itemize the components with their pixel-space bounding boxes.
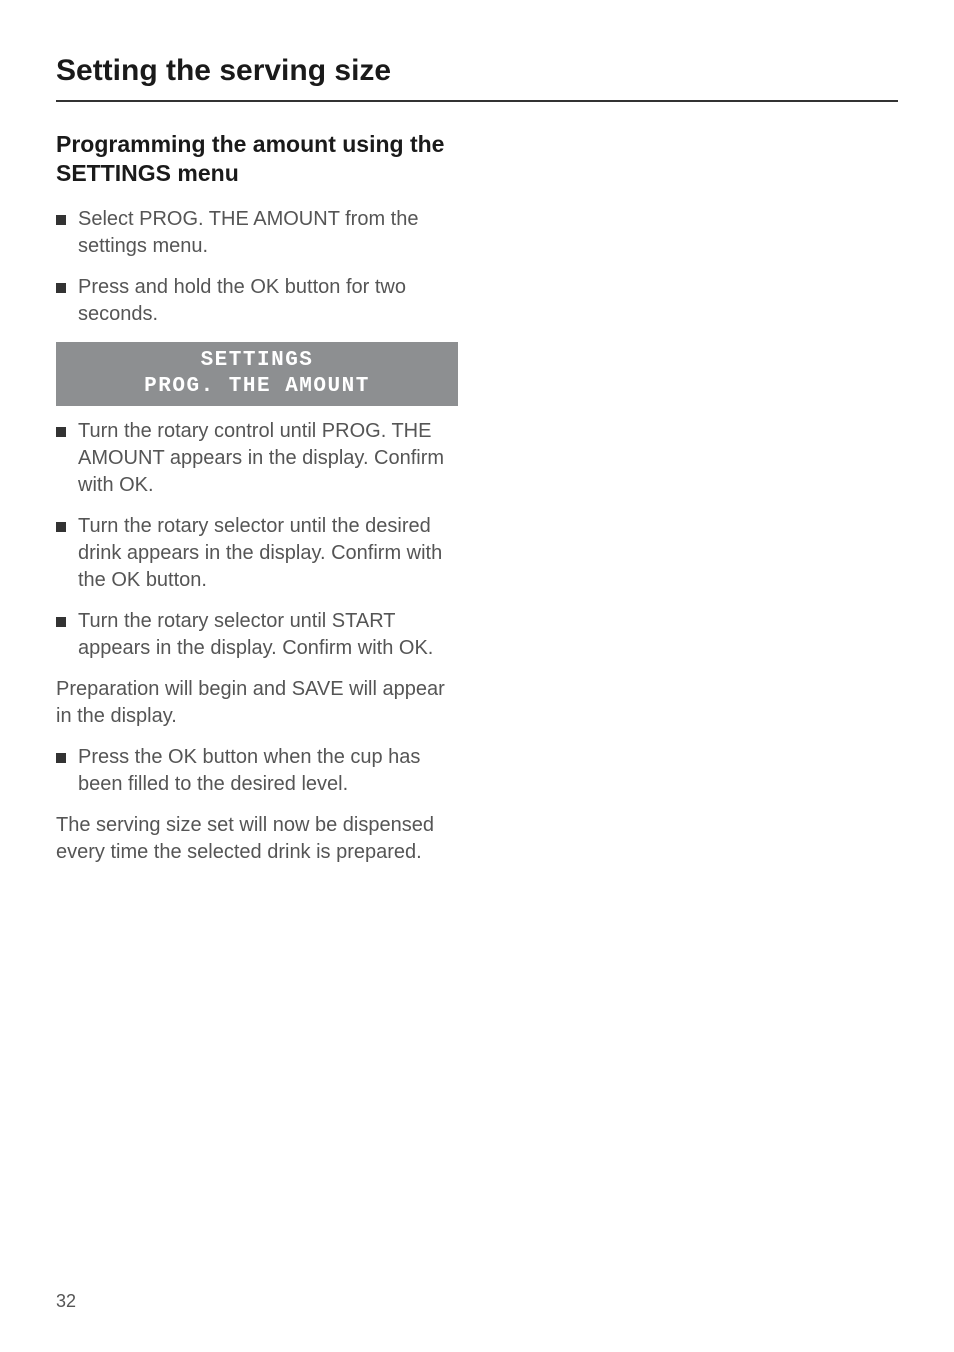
- body-paragraph: The serving size set will now be dispens…: [56, 812, 458, 866]
- list-item: Turn the rotary control until PROG. THE …: [56, 418, 458, 499]
- list-item: Turn the rotary selector until the desir…: [56, 513, 458, 594]
- list-item: Select PROG. THE AMOUNT from the setting…: [56, 206, 458, 260]
- page-title: Setting the serving size: [56, 54, 898, 102]
- display-line: SETTINGS: [56, 348, 458, 374]
- lcd-display: SETTINGS PROG. THE AMOUNT: [56, 342, 458, 407]
- display-line: PROG. THE AMOUNT: [56, 374, 458, 400]
- section-heading: Programming the amount using the SETTING…: [56, 130, 458, 188]
- list-item: Press the OK button when the cup has bee…: [56, 744, 458, 798]
- content-column: Programming the amount using the SETTING…: [56, 130, 458, 866]
- list-item: Turn the rotary selector until START app…: [56, 608, 458, 662]
- page-number: 32: [56, 1291, 76, 1312]
- body-paragraph: Preparation will begin and SAVE will app…: [56, 676, 458, 730]
- instruction-list: Press the OK button when the cup has bee…: [56, 744, 458, 798]
- instruction-list: Select PROG. THE AMOUNT from the setting…: [56, 206, 458, 328]
- instruction-list: Turn the rotary control until PROG. THE …: [56, 418, 458, 662]
- list-item: Press and hold the OK button for two sec…: [56, 274, 458, 328]
